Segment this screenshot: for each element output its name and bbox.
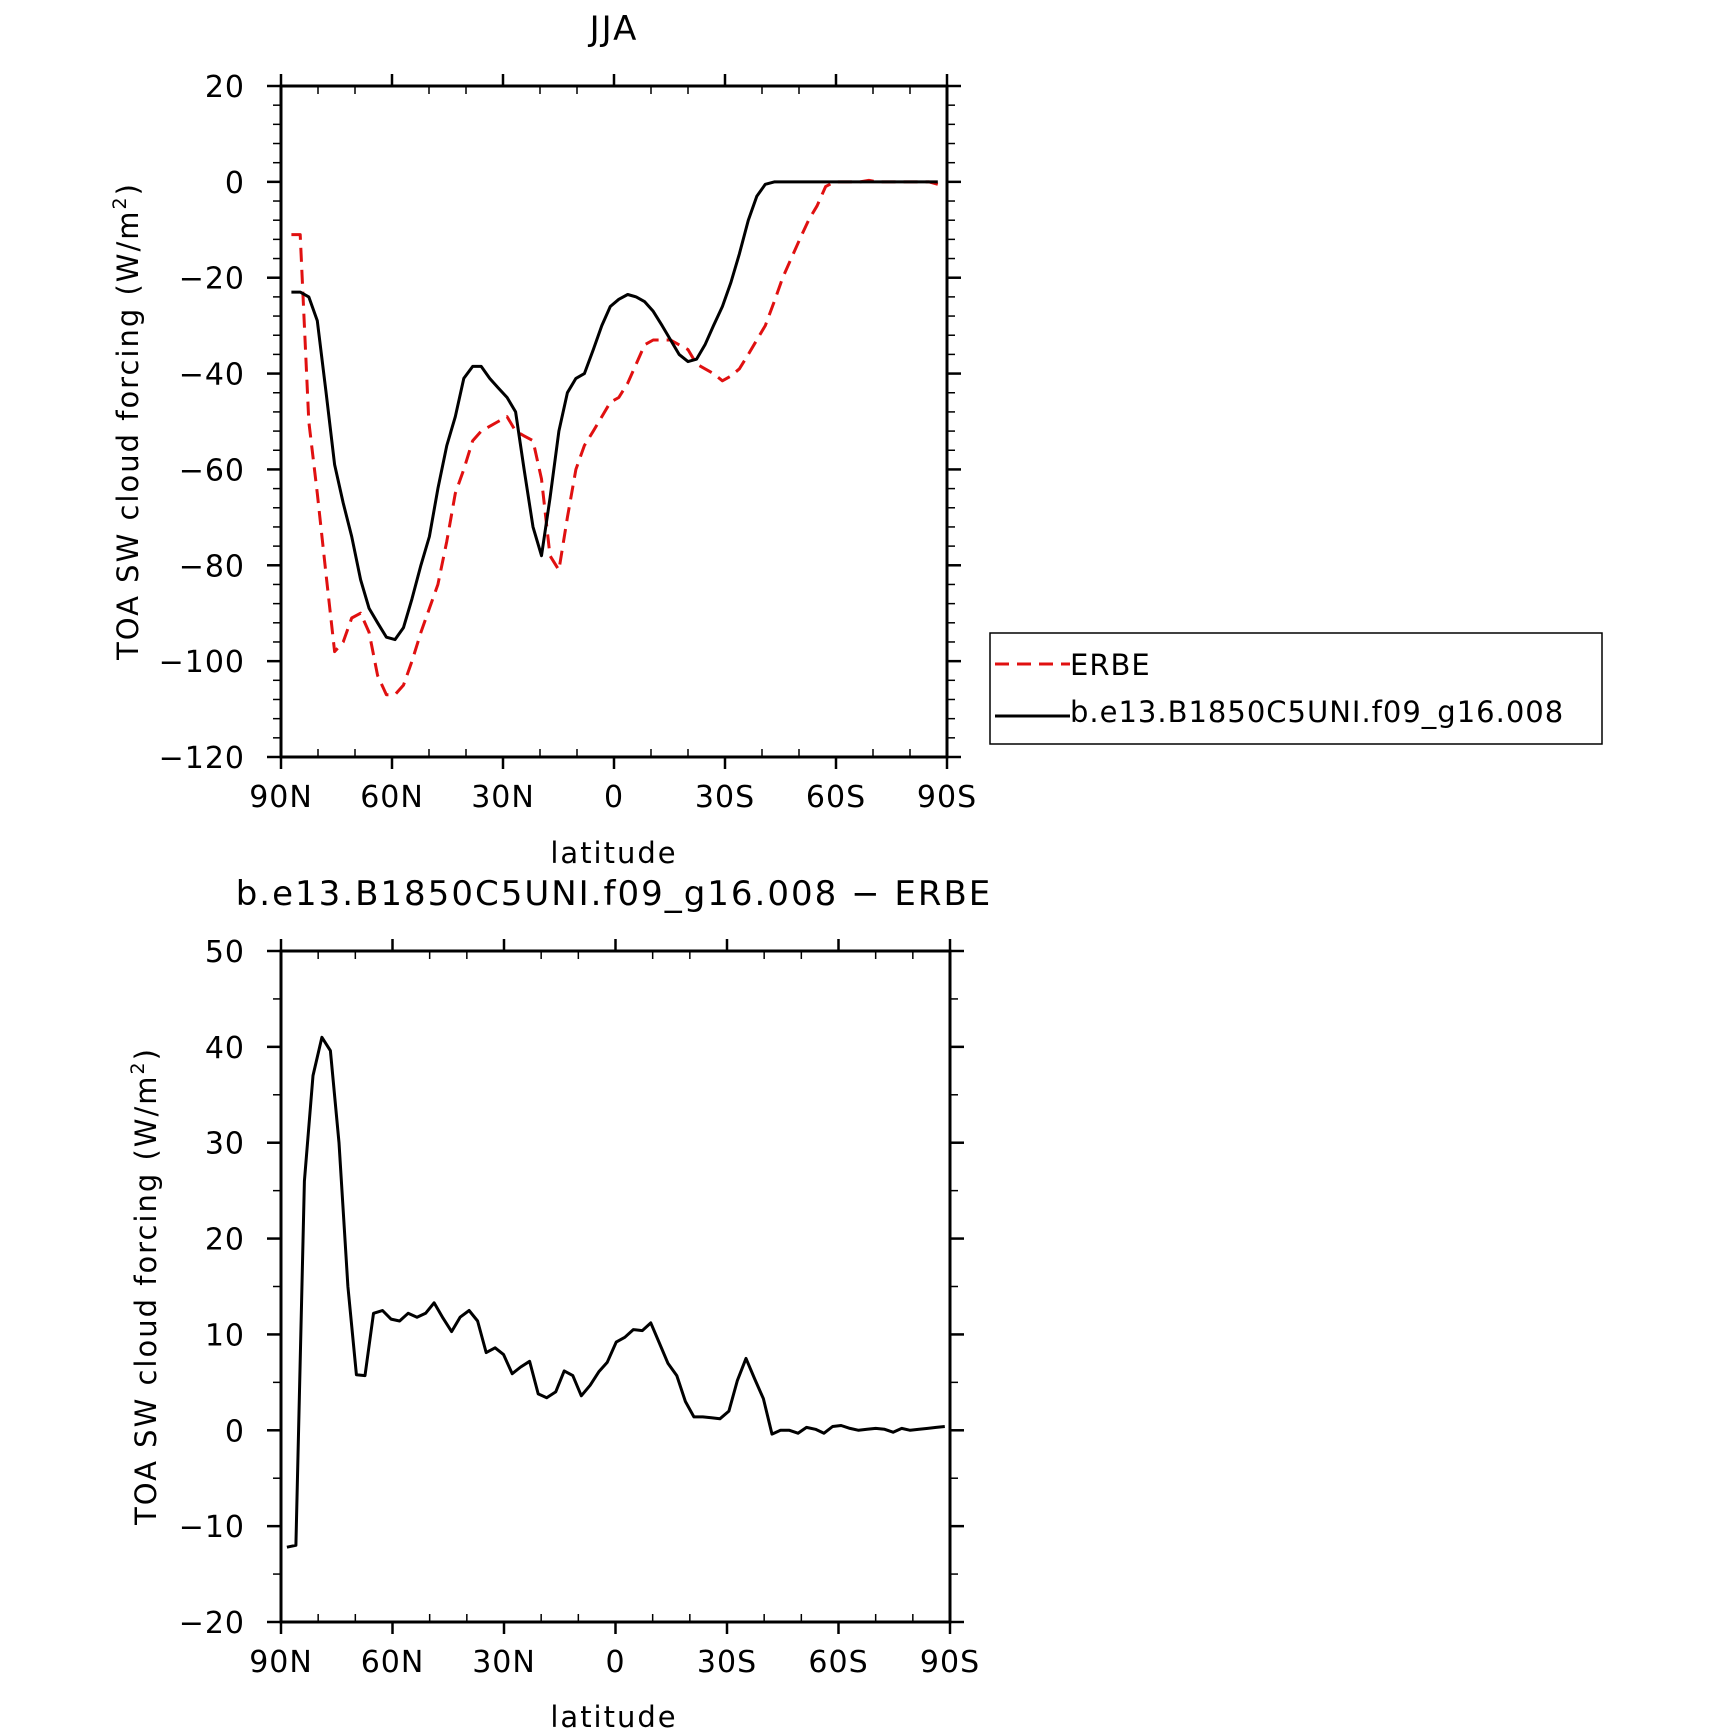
- y-tick-label: 50: [205, 935, 245, 970]
- bottom-panel-ylabel-main: TOA SW cloud forcing (W/m: [129, 1075, 163, 1526]
- x-tick-label: 90N: [249, 1645, 313, 1680]
- x-tick-label: 60N: [361, 1645, 425, 1680]
- top-panel-ylabel-close: ): [111, 182, 145, 195]
- top-panel-ticks: 90N 60N 30N 0 30S 60S 90S −120 −100 −80 −60 −40 −20 0…: [159, 70, 977, 815]
- x-tick-label: 30N: [471, 780, 535, 815]
- erbe-series-line: [291, 178, 939, 697]
- y-tick-label: −60: [179, 453, 245, 488]
- top-panel-series: [291, 178, 939, 697]
- y-tick-label: 10: [205, 1318, 245, 1353]
- x-tick-label: 30S: [695, 780, 755, 815]
- x-tick-label: 30S: [697, 1645, 757, 1680]
- legend-box: [989, 632, 1603, 745]
- top-panel-jja: JJA 90N 60N 30N 0 30S 60S 90S −120 −100 −80 −60 −40…: [109, 9, 1603, 870]
- legend-erbe-label: ERBE: [1070, 648, 1151, 682]
- model-series-line: [291, 180, 938, 642]
- y-tick-label: 0: [225, 1414, 245, 1449]
- top-panel-title: JJA: [588, 9, 639, 49]
- x-tick-label: 60S: [806, 780, 866, 815]
- y-tick-label: −100: [159, 645, 245, 680]
- bottom-panel-ylabel: TOA SW cloud forcing (W/m2): [127, 1047, 163, 1526]
- bottom-panel-xlabel: latitude: [550, 1700, 677, 1734]
- x-tick-label: 90S: [920, 1645, 980, 1680]
- bottom-panel-frame: [279, 949, 952, 1624]
- y-tick-label: −10: [179, 1510, 245, 1545]
- bottom-panel-series: [286, 1035, 945, 1549]
- x-tick-label: 60S: [808, 1645, 868, 1680]
- legend-model-label: b.e13.B1850C5UNI.f09_g16.008: [1070, 695, 1564, 729]
- bottom-panel-ylabel-sup: 2: [127, 1060, 149, 1074]
- y-tick-label: −40: [179, 358, 245, 393]
- x-tick-label: 0: [604, 780, 624, 815]
- x-tick-label: 60N: [360, 780, 424, 815]
- top-panel-ylabel-sup: 2: [109, 195, 131, 209]
- x-tick-label: 0: [605, 1645, 625, 1680]
- top-panel-frame: [279, 84, 949, 759]
- y-tick-label: 40: [205, 1031, 245, 1066]
- difference-series-line: [286, 1035, 945, 1549]
- y-tick-label: 0: [225, 166, 245, 201]
- y-tick-label: −120: [159, 741, 245, 776]
- bottom-panel-title: b.e13.B1850C5UNI.f09_g16.008 − ERBE: [236, 874, 993, 914]
- bottom-panel-ticks: 90N 60N 30N 0 30S 60S 90S −20 −10 0 10 20 30 40 50: [179, 935, 980, 1680]
- top-panel-ylabel: TOA SW cloud forcing (W/m2): [109, 182, 145, 661]
- x-tick-label: 90N: [249, 780, 313, 815]
- y-tick-label: −20: [179, 262, 245, 297]
- x-tick-label: 30N: [472, 1645, 536, 1680]
- top-panel-legend: ERBE b.e13.B1850C5UNI.f09_g16.008: [989, 632, 1603, 745]
- y-tick-label: 20: [205, 1223, 245, 1258]
- y-tick-label: 30: [205, 1127, 245, 1162]
- bottom-panel-ylabel-close: ): [129, 1047, 163, 1060]
- top-panel-ylabel-main: TOA SW cloud forcing (W/m: [111, 210, 145, 661]
- y-tick-label: −20: [179, 1606, 245, 1641]
- bottom-panel-difference: b.e13.B1850C5UNI.f09_g16.008 − ERBE 90N 6…: [127, 874, 993, 1734]
- top-panel-xlabel: latitude: [550, 836, 677, 870]
- x-tick-label: 90S: [917, 780, 977, 815]
- y-tick-label: 20: [205, 70, 245, 105]
- y-tick-label: −80: [179, 549, 245, 584]
